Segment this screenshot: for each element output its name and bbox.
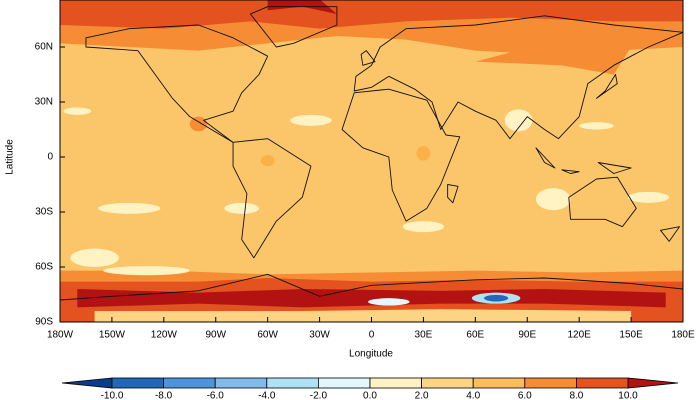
colorbar-segment [111,377,164,389]
x-axis-label: Longitude [349,349,393,360]
colorbar-segment [163,377,216,389]
colorbar-label: 8.0 [569,391,583,400]
colorbar-segment [369,377,422,389]
colorbar-label: -4.0 [258,391,276,400]
colorbar-segment [576,377,629,389]
x-tick-label: 30W [309,330,330,341]
colorbar-label: 6.0 [518,391,532,400]
x-tick-label: 150E [619,330,643,341]
x-tick-label: 120W [151,330,178,341]
x-tick-label: 60E [466,330,484,341]
colorbar-segment [472,377,526,389]
colorbar-over [627,377,679,389]
x-tick-label: 180W [47,330,74,341]
y-tick-label: 90S [35,317,53,328]
colorbar-segment [317,377,371,389]
colorbar-label: -8.0 [155,391,173,400]
colorbar-label: 2.0 [415,391,429,400]
y-tick-label: 60S [35,262,53,273]
colorbar-segment [524,377,577,389]
colorbar-under [61,377,113,389]
x-tick-label: 90E [518,330,536,341]
y-tick-label: 0 [47,152,53,163]
colorbar-label: -6.0 [207,391,225,400]
y-tick-label: 60N [35,42,53,53]
x-tick-label: 30E [415,330,433,341]
map-field [60,0,683,322]
x-tick-label: 180E [671,330,695,341]
colorbar-segment [266,377,319,389]
x-tick-label: 0 [369,330,375,341]
colorbar-segment [214,377,268,389]
x-tick-label: 120E [567,330,591,341]
colorbar-label: -2.0 [310,391,328,400]
colorbar-label: -10.0 [101,391,124,400]
y-tick-label: 30S [35,207,53,218]
colorbar-label: 10.0 [618,391,638,400]
x-tick-label: 60W [257,330,278,341]
colorbar-label: 4.0 [466,391,480,400]
x-tick-label: 90W [205,330,226,341]
y-axis-label: Latitude [5,139,16,175]
colorbar-label: 0.0 [363,391,377,400]
colorbar-segment [421,377,474,389]
x-tick-label: 150W [99,330,126,341]
y-tick-label: 30N [35,97,53,108]
